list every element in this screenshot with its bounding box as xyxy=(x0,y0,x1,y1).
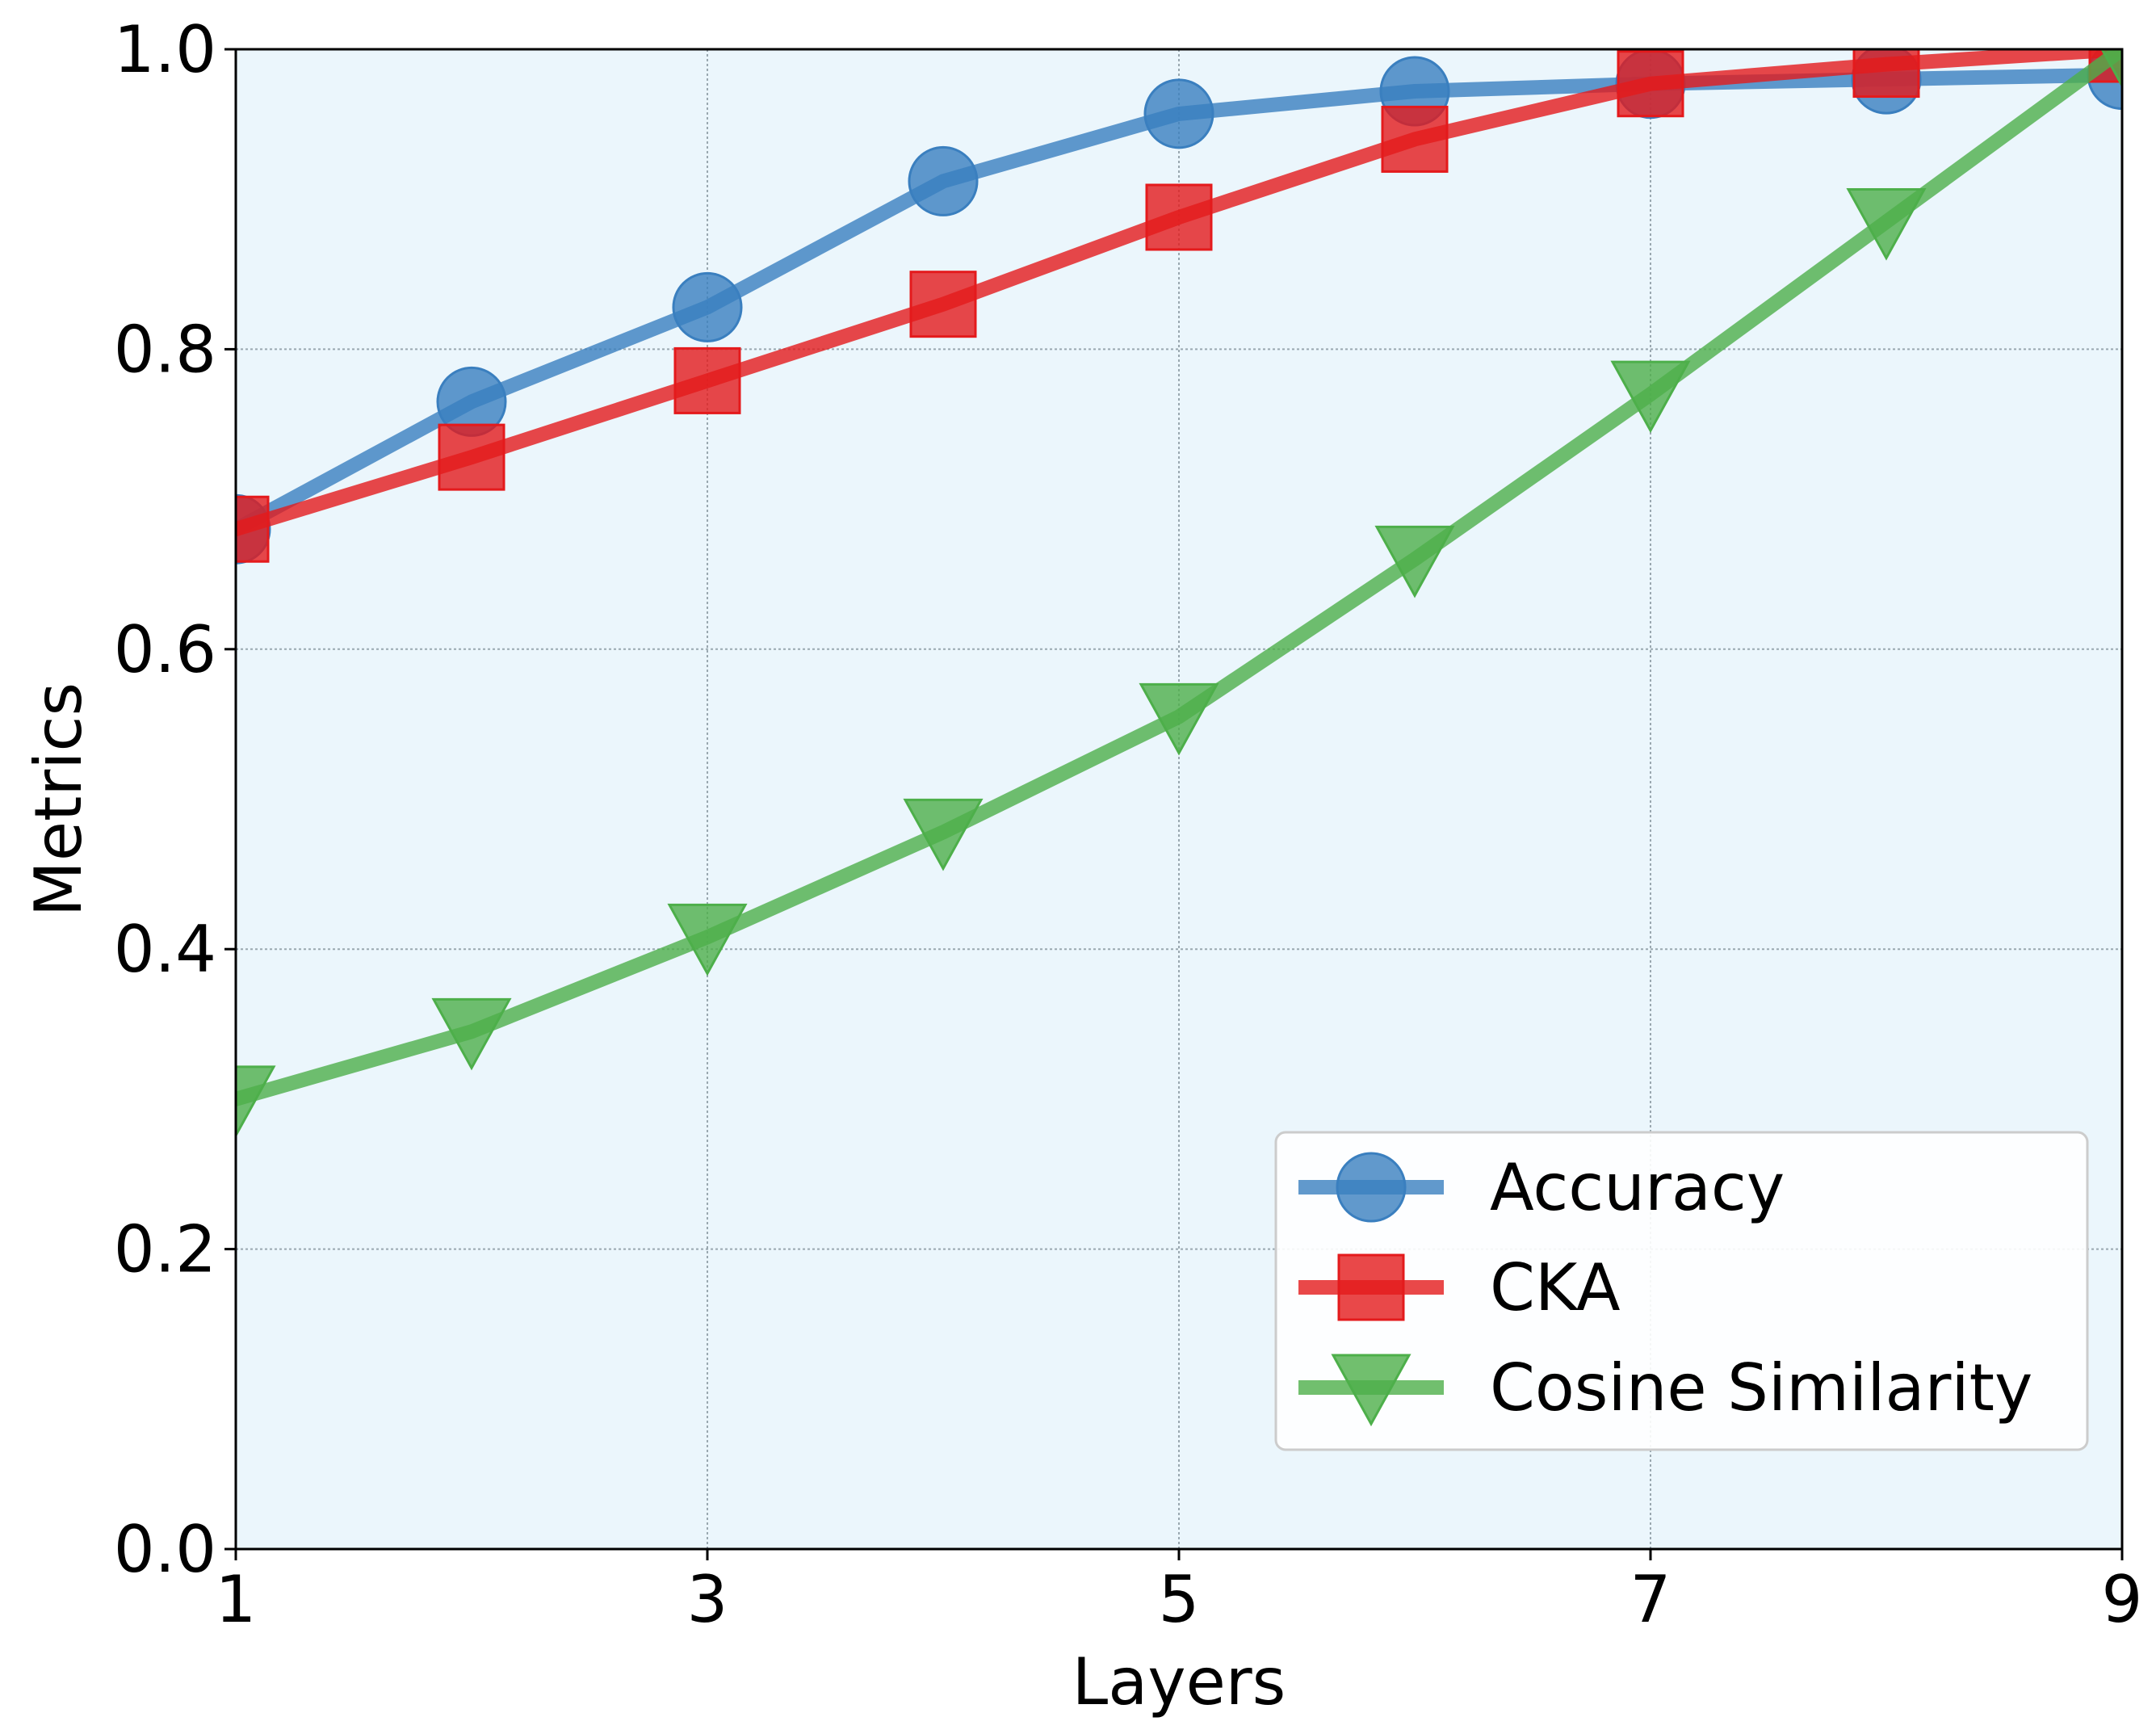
data-point xyxy=(431,997,512,1071)
data-point xyxy=(1617,50,1684,118)
data-point xyxy=(1143,78,1214,149)
data-point xyxy=(236,1065,276,1138)
data-point xyxy=(1381,105,1449,173)
y-tick-label: 0.4 xyxy=(114,912,216,987)
data-point xyxy=(2100,49,2122,89)
legend-entry: CKA xyxy=(1298,1250,1621,1325)
data-point xyxy=(1610,360,1691,434)
series-layer xyxy=(236,49,2122,1138)
x-tick-label: 5 xyxy=(1159,1562,1200,1637)
y-tick-label: 0.8 xyxy=(114,312,216,387)
data-point xyxy=(236,495,270,563)
series-cosine-similarity xyxy=(236,49,2122,1138)
x-tick-label: 9 xyxy=(2102,1562,2143,1637)
data-point xyxy=(1139,682,1219,756)
data-point xyxy=(667,903,748,976)
data-point xyxy=(1374,525,1455,598)
legend-marker xyxy=(1336,1152,1407,1223)
data-point xyxy=(909,271,977,338)
data-point xyxy=(673,346,741,414)
data-point xyxy=(1852,49,1920,99)
y-tick-label: 1.0 xyxy=(114,12,216,87)
legend: Accuracy CKA Cosine Similarity xyxy=(1274,1131,2089,1451)
data-point xyxy=(438,423,505,491)
y-tick-label: 0.2 xyxy=(114,1212,216,1287)
series-cka xyxy=(236,49,2122,563)
legend-label: Cosine Similarity xyxy=(1490,1350,2032,1425)
legend-marker xyxy=(1331,1354,1411,1427)
x-tick-label: 3 xyxy=(687,1562,728,1637)
legend-entry: Cosine Similarity xyxy=(1298,1350,2032,1427)
ticks: 1 3 5 7 9 0.0 0.2 0.4 0.6 0.8 1.0 xyxy=(114,12,2143,1637)
y-axis-label: Metrics xyxy=(21,682,96,917)
data-point xyxy=(903,798,984,871)
y-tick-label: 0.6 xyxy=(114,612,216,687)
data-point xyxy=(1846,188,1927,261)
legend-marker xyxy=(1337,1253,1405,1321)
data-point xyxy=(672,271,743,342)
x-axis-label: Layers xyxy=(1072,1644,1286,1719)
legend-box xyxy=(1274,1131,2089,1451)
y-tick-label: 0.0 xyxy=(114,1512,216,1587)
x-tick-label: 7 xyxy=(1630,1562,1672,1637)
data-point xyxy=(1145,183,1213,251)
legend-label: CKA xyxy=(1490,1250,1621,1325)
legend-entry: Accuracy xyxy=(1298,1150,1785,1225)
legend-label: Accuracy xyxy=(1490,1150,1785,1225)
data-point xyxy=(908,145,979,216)
x-tick-label: 1 xyxy=(216,1562,257,1637)
